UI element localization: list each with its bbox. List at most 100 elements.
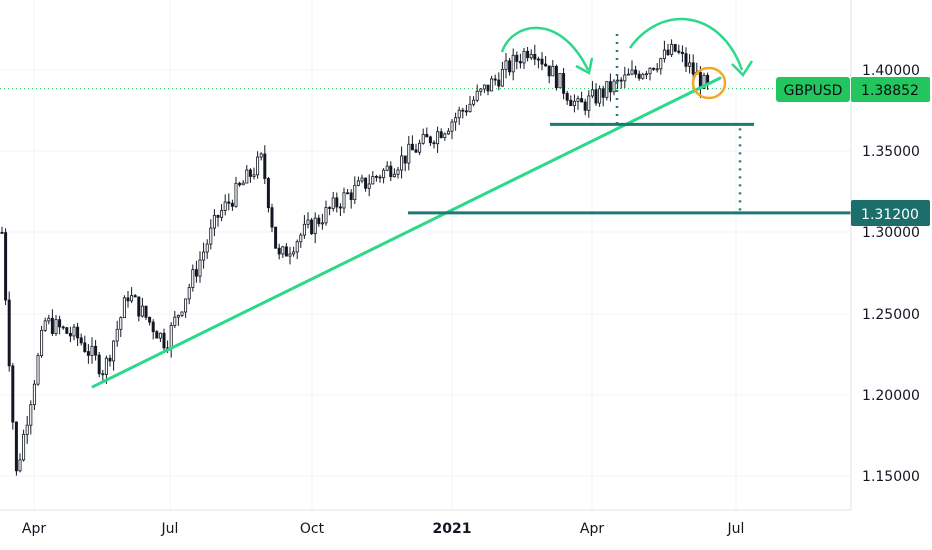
candle [446, 128, 450, 135]
candle [652, 67, 656, 71]
candle [356, 176, 360, 187]
candle [223, 194, 227, 216]
candle [432, 140, 436, 149]
candle [122, 295, 126, 319]
candle [79, 333, 83, 346]
candle [18, 453, 22, 473]
candle [115, 320, 119, 347]
candle [47, 314, 51, 325]
candle [263, 145, 267, 185]
candle [94, 340, 98, 361]
candle [508, 57, 512, 76]
candle [14, 421, 18, 476]
candle [238, 181, 242, 187]
candle [490, 75, 494, 92]
candle [472, 96, 476, 107]
candle [212, 209, 216, 237]
candle [569, 95, 573, 107]
candle [245, 164, 249, 184]
uptrend-line [91, 76, 722, 389]
candle [241, 179, 245, 186]
candle [374, 174, 378, 182]
candle [25, 416, 29, 444]
y-tick-label: 1.30000 [862, 225, 920, 241]
candle [497, 72, 501, 91]
candle [457, 106, 461, 125]
candle [608, 73, 612, 102]
candle [259, 152, 263, 161]
candle [256, 151, 260, 179]
candle [126, 290, 130, 308]
y-tick-label: 1.20000 [862, 388, 920, 404]
candle [500, 61, 504, 87]
candle [4, 228, 8, 305]
candle [605, 81, 609, 101]
candle [601, 85, 605, 107]
candle [554, 64, 558, 91]
candle [11, 363, 15, 430]
candle [54, 315, 58, 336]
symbol-price-tag[interactable]: GBPUSD 1.38852 [776, 77, 930, 102]
candle [515, 51, 519, 70]
candle [673, 43, 677, 53]
candle [612, 79, 616, 96]
candle [486, 84, 490, 96]
candle [436, 126, 440, 153]
candle [670, 39, 674, 57]
candle [680, 45, 684, 63]
candle [310, 217, 314, 235]
candle [677, 44, 681, 55]
candle [536, 56, 540, 69]
candle [403, 155, 407, 172]
candle [634, 65, 638, 78]
symbol-label: GBPUSD [784, 83, 843, 99]
candle [590, 81, 594, 99]
candle [367, 174, 371, 197]
candle [324, 200, 328, 226]
candle [626, 68, 630, 76]
candle [234, 176, 238, 208]
candle [176, 314, 180, 326]
candle [209, 219, 213, 250]
candle [187, 283, 191, 305]
candle [184, 298, 188, 318]
candle [378, 174, 382, 183]
candle [0, 226, 4, 234]
candle [72, 323, 76, 341]
candle [418, 139, 422, 156]
target-price-tag[interactable]: 1.31200 [851, 200, 930, 226]
x-tick-label: Oct [300, 521, 325, 537]
candle [572, 94, 576, 113]
x-tick-label: Jul [727, 521, 745, 537]
candle [526, 46, 530, 62]
breakdown-circle [691, 66, 727, 100]
candle [540, 52, 544, 71]
candle [349, 189, 353, 209]
candle [43, 317, 47, 332]
candle [454, 112, 458, 131]
candle [511, 48, 515, 81]
candle [342, 187, 346, 214]
candle [439, 128, 443, 139]
candle [338, 203, 342, 217]
candle [428, 135, 432, 146]
candle [706, 72, 710, 90]
candle [65, 326, 69, 334]
candle [277, 243, 281, 260]
candle [292, 246, 296, 257]
candle [133, 293, 137, 298]
candle [482, 84, 486, 93]
candle [76, 322, 80, 347]
candle [529, 49, 533, 61]
candle [522, 47, 526, 70]
candle [688, 54, 692, 74]
candle [598, 85, 602, 107]
candle [83, 335, 87, 353]
candle [328, 206, 332, 216]
candle [252, 167, 256, 180]
candle [270, 203, 274, 233]
y-tick-label: 1.25000 [862, 307, 920, 323]
candle [479, 87, 483, 96]
candle [382, 168, 386, 184]
